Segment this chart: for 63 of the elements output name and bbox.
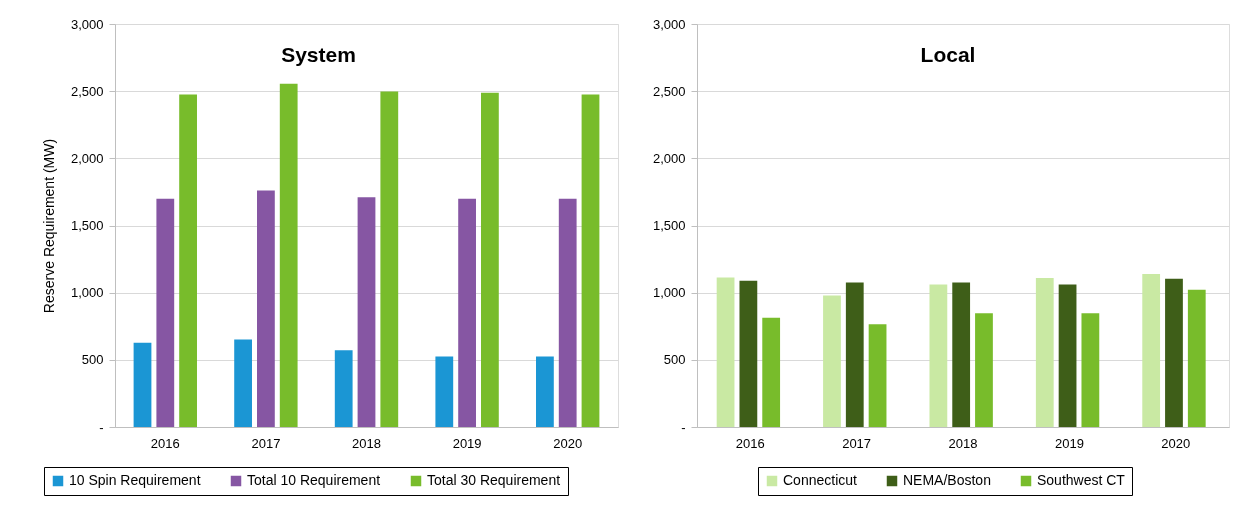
text: Local bbox=[920, 43, 976, 66]
x-tick-label: 2018 bbox=[352, 435, 381, 451]
bar bbox=[1187, 289, 1206, 427]
bar bbox=[929, 284, 948, 427]
legend-label: 10 Spin Requirement bbox=[69, 472, 201, 488]
bar bbox=[845, 282, 864, 427]
bar bbox=[558, 198, 577, 427]
bar bbox=[581, 94, 600, 427]
bar bbox=[435, 356, 454, 427]
legend-label: Connecticut bbox=[783, 472, 858, 488]
bar bbox=[716, 277, 735, 427]
y-tick-label: 1,000 bbox=[652, 285, 686, 301]
bar bbox=[481, 92, 499, 427]
x-tick-label: 2019 bbox=[452, 435, 482, 451]
y-tick-label: - bbox=[681, 419, 686, 435]
y-tick-label: 2,500 bbox=[652, 83, 686, 99]
bar bbox=[536, 356, 554, 427]
x-tick-label: 2016 bbox=[150, 435, 180, 451]
bar bbox=[156, 198, 175, 427]
y-tick-label: - bbox=[99, 419, 104, 435]
x-tick-label: 2020 bbox=[553, 435, 583, 451]
x-tick-label: 2020 bbox=[1161, 435, 1191, 451]
bar bbox=[380, 91, 399, 427]
y-tick-label: 1,500 bbox=[652, 218, 686, 233]
legend-label: Total 10 Requirement bbox=[247, 472, 381, 488]
x-tick-label: 2017 bbox=[251, 435, 281, 451]
x-tick-label: 2016 bbox=[735, 435, 765, 451]
legend-label: NEMA/Boston bbox=[903, 472, 991, 488]
y-tick-label: 500 bbox=[81, 352, 104, 368]
bar bbox=[975, 313, 993, 427]
bar bbox=[952, 282, 971, 427]
bar bbox=[1035, 278, 1054, 427]
bar bbox=[334, 350, 353, 427]
text: System bbox=[281, 43, 356, 66]
y-tick-label: 1,500 bbox=[70, 218, 104, 233]
y-tick-label: 1,000 bbox=[70, 285, 104, 301]
bar bbox=[179, 94, 197, 427]
y-axis-title: Reserve Requirement (MW) bbox=[40, 138, 57, 314]
bar bbox=[739, 280, 758, 427]
legend-label: Southwest CT bbox=[1037, 472, 1126, 488]
y-tick-label: 2,000 bbox=[652, 150, 686, 166]
bar bbox=[1058, 284, 1077, 427]
y-tick-label: 3,000 bbox=[70, 16, 104, 32]
bar bbox=[257, 190, 275, 427]
x-tick-label: 2018 bbox=[948, 435, 978, 451]
bar bbox=[1081, 313, 1100, 427]
bar bbox=[1142, 273, 1161, 427]
bar bbox=[868, 324, 887, 427]
y-tick-label: 3,000 bbox=[652, 16, 686, 32]
bar bbox=[762, 317, 781, 427]
x-tick-label: 2017 bbox=[842, 435, 872, 451]
bar bbox=[279, 83, 298, 427]
y-tick-label: 2,500 bbox=[70, 83, 104, 99]
x-tick-label: 2019 bbox=[1054, 435, 1084, 451]
bar bbox=[234, 339, 252, 427]
legend-label: Total 30 Requirement bbox=[427, 472, 561, 488]
bar bbox=[823, 295, 841, 427]
bar bbox=[458, 198, 476, 427]
bar bbox=[357, 197, 376, 427]
y-tick-label: 2,000 bbox=[70, 150, 104, 166]
y-tick-label: 500 bbox=[663, 352, 686, 368]
bar bbox=[1165, 278, 1183, 427]
bar bbox=[133, 342, 152, 427]
